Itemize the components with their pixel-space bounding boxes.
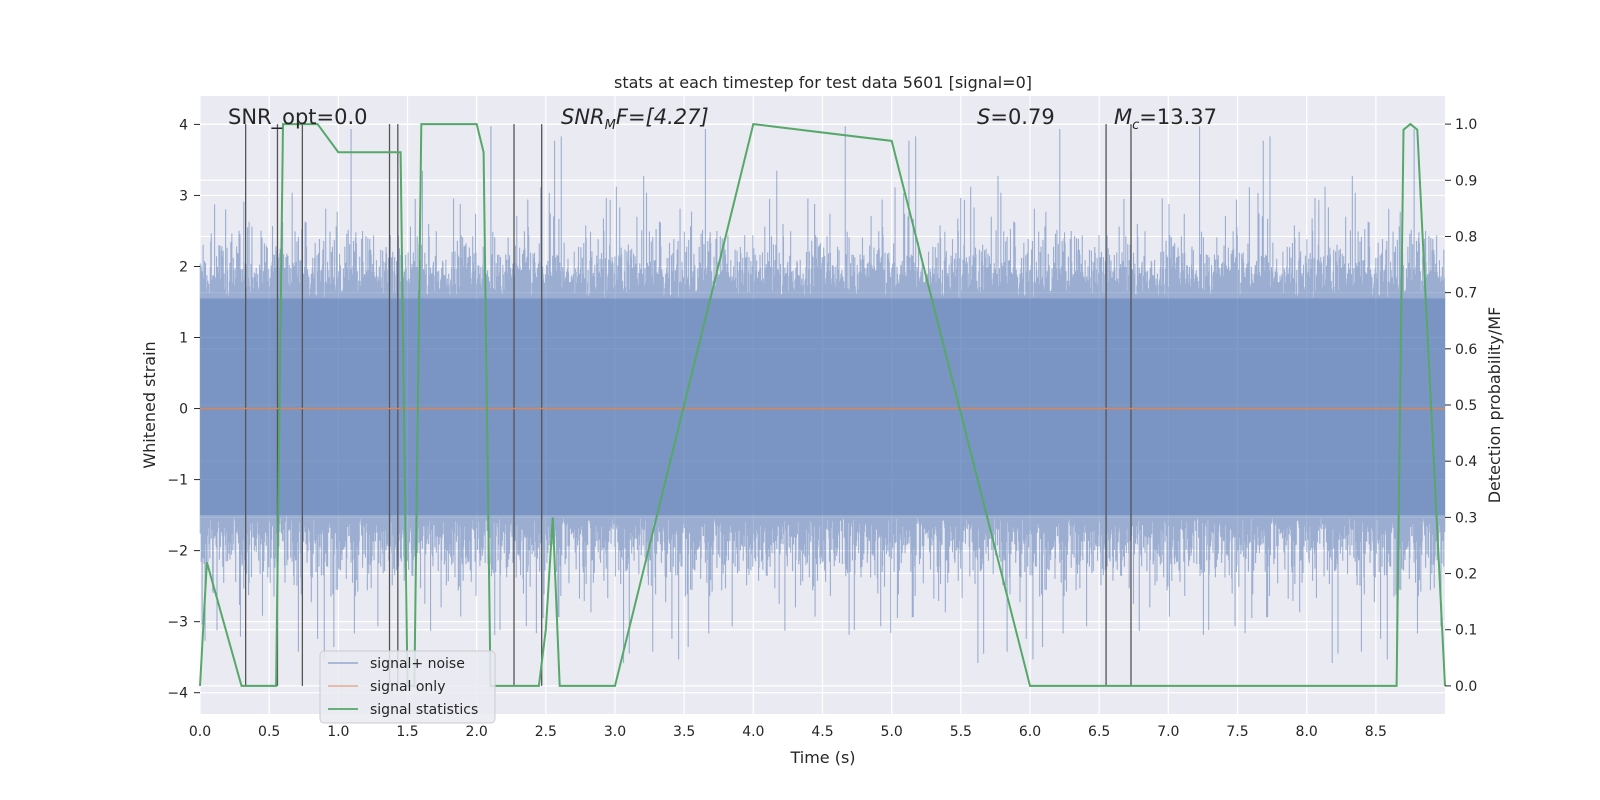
x-tick-label: 3.5: [673, 724, 695, 740]
x-tick-label: 7.0: [1157, 724, 1179, 740]
x-axis-ticks: 0.0 0.5 1.0 1.5 2.0 2.5 3.0 3.5 4.0 4.5 5.0 5.5 6.0 6…: [189, 724, 1387, 740]
x-tick-label: 4.0: [742, 724, 764, 740]
y2-tick-label: 0.0: [1455, 679, 1477, 695]
y-tick-label: 2: [179, 259, 188, 275]
annotation-s-value: =0.79: [990, 105, 1054, 129]
annotation-mc-symbol: M: [1114, 105, 1132, 129]
y2-tick-label: 0.2: [1455, 567, 1477, 583]
x-tick-label: 2.0: [466, 724, 488, 740]
annotation-mc-subscript: c: [1132, 118, 1139, 133]
y2-tick-label: 0.4: [1455, 454, 1477, 470]
y-axis-ticks: 4 3 2 1 0 −1 −2 −3 −4: [167, 117, 200, 702]
legend-box: [319, 650, 496, 724]
x-tick-label: 8.5: [1365, 724, 1387, 740]
x-tick-label: 3.0: [604, 724, 626, 740]
annotation-snr-mf-symbol: SNR: [561, 105, 605, 129]
y-tick-label: −3: [167, 615, 188, 631]
x-tick-label: 5.0: [881, 724, 903, 740]
x-tick-label: 1.5: [396, 724, 418, 740]
y2-tick-label: 0.3: [1455, 510, 1477, 526]
annotation-s-symbol: S: [977, 105, 990, 129]
annotation-snr-mf-value: F=[4.27]: [616, 105, 709, 129]
y-tick-label: 1: [179, 331, 188, 347]
annotation-snr-mf-subscript: M: [605, 118, 616, 133]
y2-tick-label: 0.9: [1455, 173, 1477, 189]
y2-tick-label: 0.8: [1455, 229, 1477, 245]
y-tick-label: −2: [167, 544, 188, 560]
y-tick-label: −1: [167, 473, 188, 489]
annotation-snr-opt: SNR_opt=0.0: [228, 105, 368, 130]
x-tick-label: 7.5: [1226, 724, 1248, 740]
y-tick-label: 4: [179, 117, 188, 133]
annotation-snr-mf: SNRMF=[4.27]: [561, 105, 709, 133]
y2-axis-label: Detection probability/MF: [1485, 307, 1504, 504]
y2-tick-label: 0.6: [1455, 342, 1477, 358]
y-axis-label: Whitened strain: [140, 341, 159, 468]
y2-tick-label: 0.7: [1455, 286, 1477, 302]
y-tick-label: 0: [179, 402, 188, 418]
y-tick-label: −4: [167, 686, 188, 702]
x-tick-label: 8.0: [1296, 724, 1318, 740]
legend: signal+ noise signal only signal statist…: [319, 650, 496, 724]
noise-band: [200, 298, 1445, 516]
legend-label-signal-only: signal only: [370, 679, 445, 695]
legend-label-signal-statistics: signal statistics: [370, 702, 478, 718]
x-tick-label: 0.0: [189, 724, 211, 740]
x-tick-label: 6.0: [1019, 724, 1041, 740]
series-signal-noise: [199, 126, 1446, 663]
y2-tick-label: 0.5: [1455, 398, 1477, 414]
annotation-s: S=0.79: [977, 105, 1055, 129]
x-axis-label: Time (s): [789, 748, 855, 767]
annotation-mc: Mc=13.37: [1114, 105, 1217, 133]
y-tick-label: 3: [179, 188, 188, 204]
x-tick-label: 6.5: [1088, 724, 1110, 740]
y2-axis-ticks: 1.0 0.9 0.8 0.7 0.6 0.5 0.4 0.3 0.2 0.1 0.0: [1445, 117, 1477, 695]
y2-tick-label: 1.0: [1455, 117, 1477, 133]
chart-title: stats at each timestep for test data 560…: [614, 73, 1032, 92]
series-signal-statistics: [199, 122, 1446, 687]
x-tick-label: 4.5: [811, 724, 833, 740]
x-tick-label: 2.5: [535, 724, 557, 740]
x-tick-label: 0.5: [258, 724, 280, 740]
annotation-mc-value: =13.37: [1139, 105, 1217, 129]
x-tick-label: 5.5: [950, 724, 972, 740]
y2-tick-label: 0.1: [1455, 623, 1477, 639]
legend-label-signal-noise: signal+ noise: [370, 656, 465, 672]
x-tick-label: 1.0: [327, 724, 349, 740]
vertical-markers: [244, 124, 1132, 686]
